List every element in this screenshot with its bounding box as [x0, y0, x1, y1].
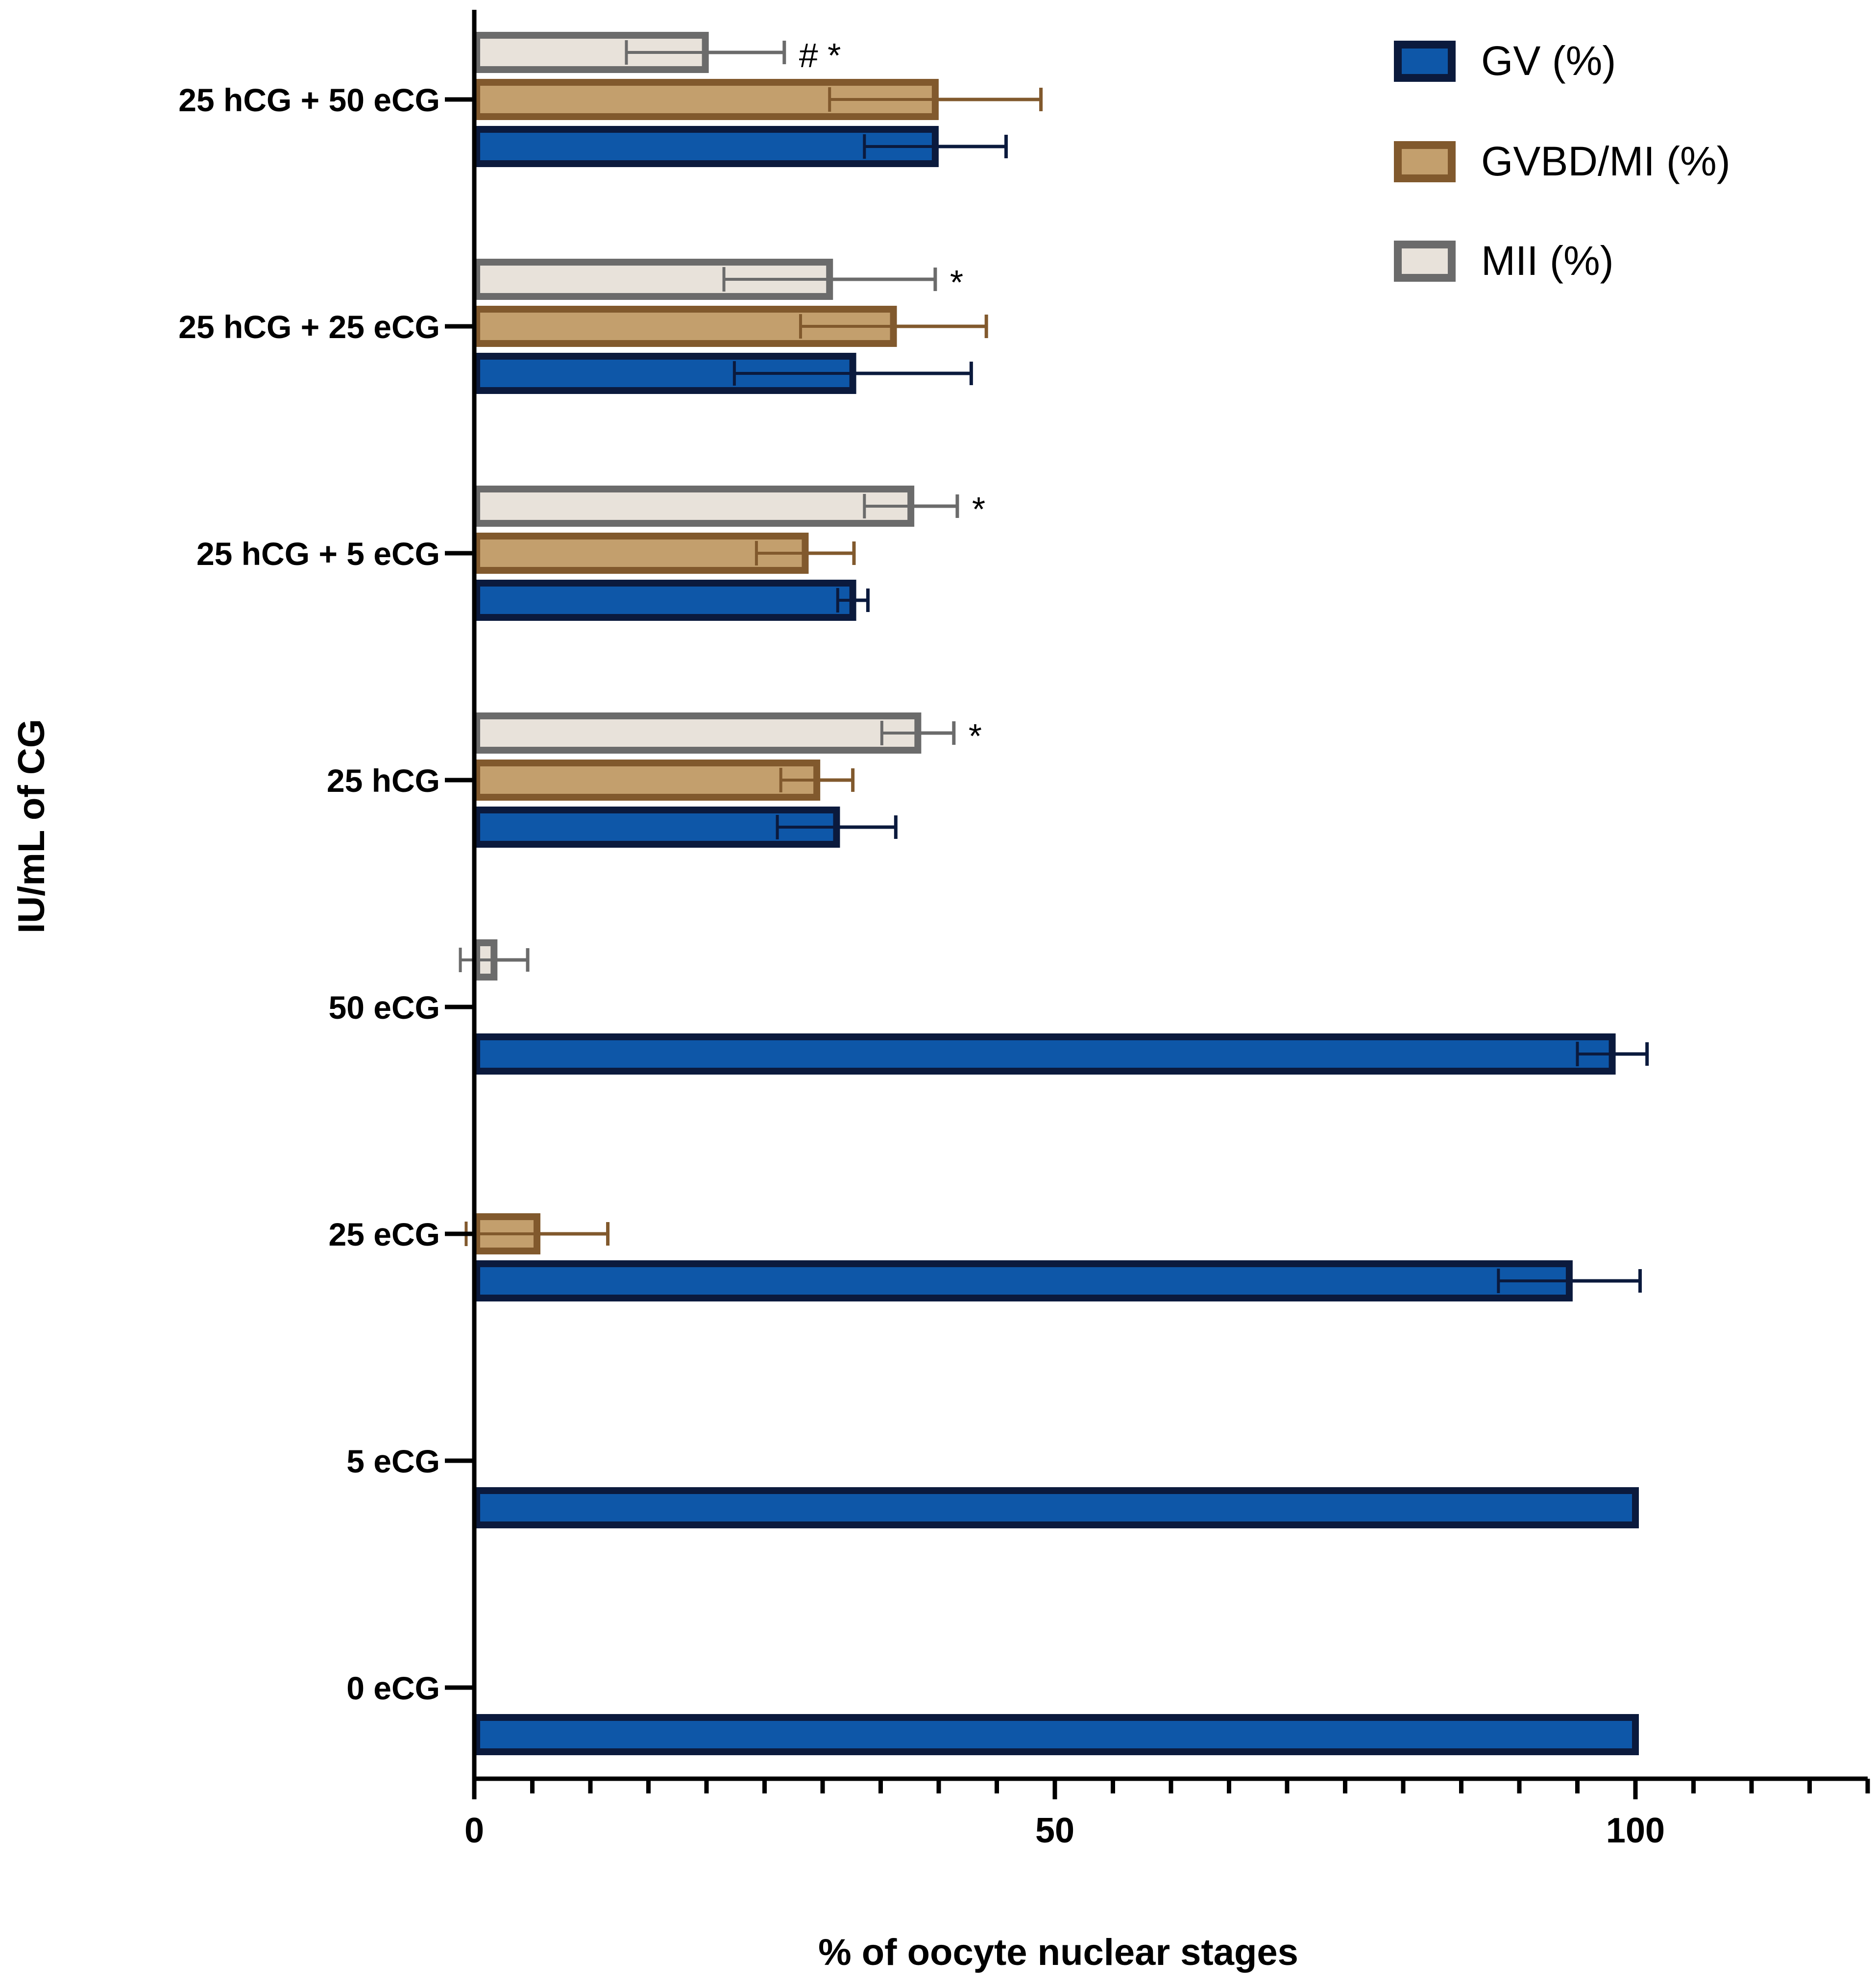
significance-mark-25-hcg-50-ecg: # * — [799, 36, 841, 74]
y-axis-title: IU/mL of CG — [11, 719, 52, 933]
bar-gv-50-ecg — [473, 1033, 1616, 1075]
x-axis-title: % of oocyte nuclear stages — [818, 1932, 1298, 1973]
y-tick-label-25-ecg: 25 eCG — [329, 1216, 440, 1252]
y-tick-label-50-ecg: 50 eCG — [329, 989, 440, 1026]
bar-gv-25-hcg-5-ecg — [473, 580, 856, 621]
bar-gv-0-ecg — [473, 1714, 1639, 1755]
bar-mii-25-hcg — [473, 712, 922, 754]
x-tick-label: 50 — [1035, 1811, 1074, 1850]
x-tick-label: 0 — [464, 1811, 484, 1850]
y-tick-label-5-ecg: 5 eCG — [346, 1443, 440, 1479]
bar-gvbd-25-hcg — [473, 760, 821, 801]
bar-gvbd-25-hcg-5-ecg — [473, 533, 809, 574]
legend-label-gvbd: GVBD/MI (%) — [1481, 138, 1730, 184]
bar-mii-25-hcg-5-ecg — [473, 486, 915, 527]
legend-swatch-mii — [1394, 241, 1456, 282]
bar-gv-25-hcg-50-ecg — [473, 126, 939, 167]
x-tick-label: 100 — [1606, 1811, 1665, 1850]
y-tick-label-0-ecg: 0 eCG — [346, 1670, 440, 1706]
legend-label-gv: GV (%) — [1481, 38, 1616, 84]
significance-mark-25-hcg-25-ecg: * — [950, 263, 963, 301]
legend-swatch-gvbd — [1394, 141, 1456, 182]
significance-mark-25-hcg-5-ecg: * — [972, 490, 985, 528]
ticks-layer: 0 50 100 25 hCG + 50 eCG 25 hCG + 25 eCG 25 h… — [178, 82, 1870, 1850]
y-tick-label-25-hcg: 25 hCG — [327, 762, 440, 799]
bar-gv-5-ecg — [473, 1487, 1639, 1528]
y-tick-label-25-hcg-5-ecg: 25 hCG + 5 eCG — [196, 536, 440, 572]
legend: GV (%) GVBD/MI (%) MII (%) — [1394, 38, 1730, 284]
y-tick-label-25-hcg-25-ecg: 25 hCG + 25 eCG — [178, 309, 440, 345]
bars-layer: # * * * * — [459, 32, 1649, 1755]
bar-gv-25-ecg — [473, 1260, 1573, 1301]
legend-label-mii: MII (%) — [1481, 238, 1614, 284]
bar-mii-25-hcg-25-ecg — [473, 259, 833, 300]
legend-swatch-gv — [1394, 41, 1456, 82]
significance-mark-25-hcg: * — [969, 717, 982, 755]
y-tick-label-25-hcg-50-ecg: 25 hCG + 50 eCG — [178, 82, 440, 118]
